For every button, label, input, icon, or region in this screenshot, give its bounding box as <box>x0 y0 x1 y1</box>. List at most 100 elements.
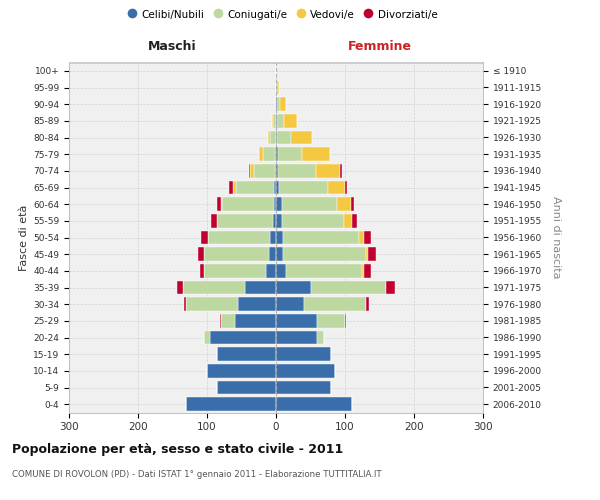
Bar <box>345 314 346 328</box>
Bar <box>187 398 276 411</box>
Bar <box>277 114 284 128</box>
Bar <box>286 264 362 278</box>
Bar <box>200 264 203 278</box>
Bar <box>250 164 254 177</box>
Bar <box>278 148 302 161</box>
Bar <box>273 114 276 128</box>
Bar <box>276 314 317 328</box>
Bar <box>317 314 345 328</box>
Bar <box>366 248 368 261</box>
Bar <box>211 214 217 228</box>
Bar <box>221 314 235 328</box>
Text: Maschi: Maschi <box>148 40 197 52</box>
Bar <box>276 348 331 361</box>
Bar <box>245 280 276 294</box>
Bar <box>236 180 274 194</box>
Bar <box>263 148 275 161</box>
Bar <box>280 98 286 111</box>
Bar <box>272 214 276 228</box>
Bar <box>276 114 277 128</box>
Bar <box>276 164 278 177</box>
Bar <box>364 230 371 244</box>
Text: Popolazione per età, sesso e stato civile - 2011: Popolazione per età, sesso e stato civil… <box>12 442 343 456</box>
Bar <box>198 248 203 261</box>
Bar <box>217 198 221 211</box>
Bar <box>271 130 276 144</box>
Bar <box>233 180 236 194</box>
Bar <box>304 298 366 311</box>
Bar <box>276 248 283 261</box>
Bar <box>203 330 211 344</box>
Bar <box>362 264 364 278</box>
Bar <box>364 264 371 278</box>
Bar <box>283 248 366 261</box>
Bar <box>276 80 277 94</box>
Bar <box>254 164 275 177</box>
Bar <box>249 164 250 177</box>
Bar <box>266 264 276 278</box>
Bar <box>276 330 317 344</box>
Bar <box>277 98 280 111</box>
Bar <box>276 198 281 211</box>
Bar <box>276 280 311 294</box>
Bar <box>276 98 277 111</box>
Bar <box>276 398 352 411</box>
Bar <box>276 298 304 311</box>
Bar <box>317 330 324 344</box>
Y-axis label: Fasce di età: Fasce di età <box>19 204 29 270</box>
Bar <box>217 214 272 228</box>
Bar <box>229 180 233 194</box>
Bar <box>284 114 298 128</box>
Bar <box>201 230 208 244</box>
Legend: Celibi/Nubili, Coniugati/e, Vedovi/e, Divorziati/e: Celibi/Nubili, Coniugati/e, Vedovi/e, Di… <box>122 5 442 24</box>
Bar <box>281 214 344 228</box>
Bar <box>337 198 350 211</box>
Bar <box>276 364 335 378</box>
Bar <box>235 314 276 328</box>
Bar <box>271 230 276 244</box>
Bar <box>276 148 278 161</box>
Bar <box>203 264 266 278</box>
Bar <box>268 130 271 144</box>
Bar <box>328 180 345 194</box>
Bar <box>340 164 342 177</box>
Bar <box>302 148 330 161</box>
Bar <box>203 248 269 261</box>
Bar <box>283 230 359 244</box>
Bar <box>211 330 276 344</box>
Bar <box>350 198 354 211</box>
Bar <box>259 148 263 161</box>
Bar <box>344 214 352 228</box>
Bar <box>275 98 276 111</box>
Bar <box>221 198 222 211</box>
Bar <box>359 230 364 244</box>
Bar <box>272 114 273 128</box>
Bar <box>238 298 276 311</box>
Bar <box>276 230 283 244</box>
Bar <box>291 130 312 144</box>
Bar <box>178 280 183 294</box>
Y-axis label: Anni di nascita: Anni di nascita <box>551 196 562 278</box>
Bar <box>208 230 271 244</box>
Bar <box>366 298 369 311</box>
Bar <box>277 80 280 94</box>
Bar <box>222 198 274 211</box>
Bar <box>311 280 386 294</box>
Bar <box>184 298 187 311</box>
Bar <box>207 364 276 378</box>
Bar <box>276 214 281 228</box>
Bar <box>386 280 395 294</box>
Bar <box>276 130 277 144</box>
Bar <box>220 314 221 328</box>
Bar <box>280 180 328 194</box>
Bar <box>187 298 238 311</box>
Bar <box>316 164 340 177</box>
Bar <box>368 248 376 261</box>
Bar <box>274 180 276 194</box>
Bar <box>276 264 286 278</box>
Bar <box>275 164 276 177</box>
Bar <box>278 164 316 177</box>
Bar <box>345 180 347 194</box>
Bar <box>352 214 358 228</box>
Bar <box>277 130 291 144</box>
